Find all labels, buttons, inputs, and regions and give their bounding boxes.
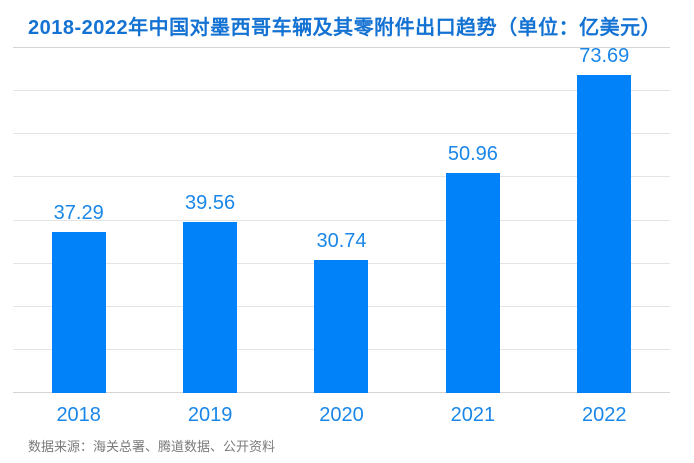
- bar-slot: 73.69 2022: [539, 46, 670, 425]
- x-axis-label: 2021: [450, 404, 496, 426]
- gridline: [13, 90, 670, 92]
- chart-title: 2018-2022年中国对墨西哥车辆及其零附件出口趋势（单位：亿美元）: [28, 17, 662, 39]
- plot-area: 37.29 2018 39.56 2019 30.74 2020 50.96 2021 73.6…: [13, 46, 670, 425]
- source-note: 数据来源：海关总署、腾道数据、公开资料: [28, 439, 276, 454]
- gridline: [13, 133, 670, 135]
- bar: [577, 75, 632, 393]
- gridline: [13, 219, 670, 221]
- bar-slot: 50.96 2021: [407, 48, 538, 425]
- gridline: [13, 47, 670, 48]
- bar: [445, 173, 500, 393]
- bar-value-label: 37.29: [53, 202, 104, 225]
- x-axis-label: 2019: [187, 404, 233, 426]
- bar-value-label: 50.96: [447, 143, 498, 166]
- bar: [314, 260, 369, 393]
- bar-value-label: 30.74: [316, 230, 367, 253]
- gridline: [13, 176, 670, 178]
- bar-value-label: 73.69: [579, 45, 630, 68]
- bar-slot: 37.29 2018: [13, 48, 144, 425]
- bar: [183, 222, 238, 393]
- bar-slot: 30.74 2020: [276, 48, 407, 425]
- x-axis-label: 2020: [319, 404, 364, 426]
- x-axis-label: 2022: [582, 404, 627, 426]
- bar-slot: 39.56 2019: [144, 48, 275, 425]
- bar: [51, 232, 106, 393]
- x-axis-label: 2018: [56, 404, 101, 426]
- bar-value-label: 39.56: [185, 192, 236, 215]
